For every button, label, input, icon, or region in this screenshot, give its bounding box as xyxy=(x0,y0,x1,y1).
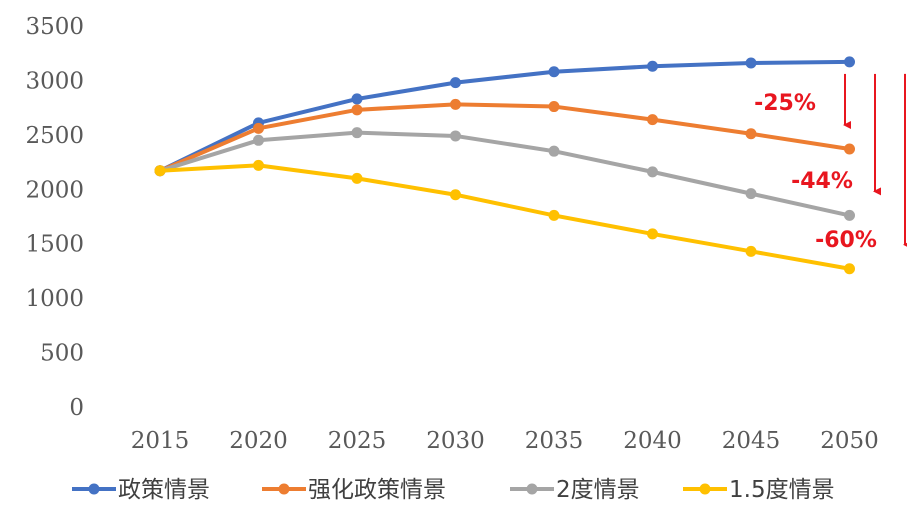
x-tick-label: 2025 xyxy=(328,428,387,454)
legend-swatch-marker xyxy=(88,483,100,495)
x-tick-label: 2030 xyxy=(426,428,485,454)
legend: 政策情景 强化政策情景 2度情景 1.5度情景 xyxy=(72,477,835,503)
data-point xyxy=(351,172,363,184)
data-point xyxy=(745,128,757,140)
series-path xyxy=(158,59,852,173)
data-point xyxy=(647,228,658,240)
y-axis: 0 500 1000 1500 2000 2500 3000 3500 xyxy=(25,14,84,421)
data-point xyxy=(253,134,264,146)
data-point xyxy=(450,130,461,142)
x-tick-label: 2020 xyxy=(229,428,288,454)
legend-item: 政策情景 xyxy=(72,477,210,503)
y-tick-label: 2000 xyxy=(25,177,84,203)
x-tick-label: 2045 xyxy=(722,428,781,454)
reduction-label: -44% xyxy=(791,169,853,194)
data-point xyxy=(548,101,560,113)
y-tick-label: 1000 xyxy=(25,286,84,312)
data-point xyxy=(450,98,461,110)
data-point xyxy=(844,143,855,155)
y-tick-label: 3500 xyxy=(25,14,84,40)
reduction-label: -60% xyxy=(815,228,877,253)
x-tick-label: 2035 xyxy=(525,428,584,454)
series-line xyxy=(154,159,855,275)
data-point xyxy=(844,209,855,221)
legend-swatch-marker xyxy=(278,483,290,495)
data-point xyxy=(844,263,855,275)
reduction-arrows xyxy=(843,73,907,249)
legend-label: 2度情景 xyxy=(556,477,640,503)
data-point xyxy=(745,57,757,69)
series-path xyxy=(158,130,852,218)
series-line xyxy=(154,127,855,221)
y-tick-label: 500 xyxy=(40,341,84,367)
legend-item: 2度情景 xyxy=(510,477,640,503)
data-point xyxy=(253,159,264,171)
legend-swatch-marker xyxy=(699,483,711,495)
legend-item: 强化政策情景 xyxy=(262,477,446,503)
y-tick-label: 3000 xyxy=(25,68,84,94)
data-point xyxy=(745,245,757,257)
series-group xyxy=(154,56,855,275)
legend-swatch-marker xyxy=(526,483,538,495)
reduction-label: -25% xyxy=(754,91,816,116)
data-point xyxy=(450,77,461,89)
legend-label: 强化政策情景 xyxy=(308,477,446,503)
data-point xyxy=(351,93,363,105)
y-tick-label: 2500 xyxy=(25,123,84,149)
data-point xyxy=(351,127,363,139)
legend-item: 1.5度情景 xyxy=(683,477,835,503)
data-point xyxy=(647,114,658,126)
data-point xyxy=(253,122,264,134)
y-tick-label: 0 xyxy=(69,395,84,421)
y-tick-label: 1500 xyxy=(25,232,84,258)
data-point xyxy=(450,189,461,201)
legend-label: 1.5度情景 xyxy=(729,477,835,503)
data-point xyxy=(647,60,658,72)
data-point xyxy=(745,188,757,200)
data-point xyxy=(154,165,166,177)
data-point xyxy=(351,104,363,116)
data-point xyxy=(844,56,855,68)
legend-label: 政策情景 xyxy=(118,477,210,503)
series-line xyxy=(154,56,855,177)
annotations: -25% -44% -60% xyxy=(754,91,877,253)
x-axis: 2015 2020 2025 2030 2035 2040 2045 2050 xyxy=(131,428,879,454)
data-point xyxy=(548,145,560,157)
data-point xyxy=(647,166,658,178)
series-path xyxy=(158,102,852,173)
data-point xyxy=(548,66,560,78)
series-path xyxy=(158,163,852,271)
x-tick-label: 2015 xyxy=(131,428,190,454)
x-tick-label: 2050 xyxy=(820,428,879,454)
x-tick-label: 2040 xyxy=(623,428,682,454)
data-point xyxy=(548,209,560,221)
